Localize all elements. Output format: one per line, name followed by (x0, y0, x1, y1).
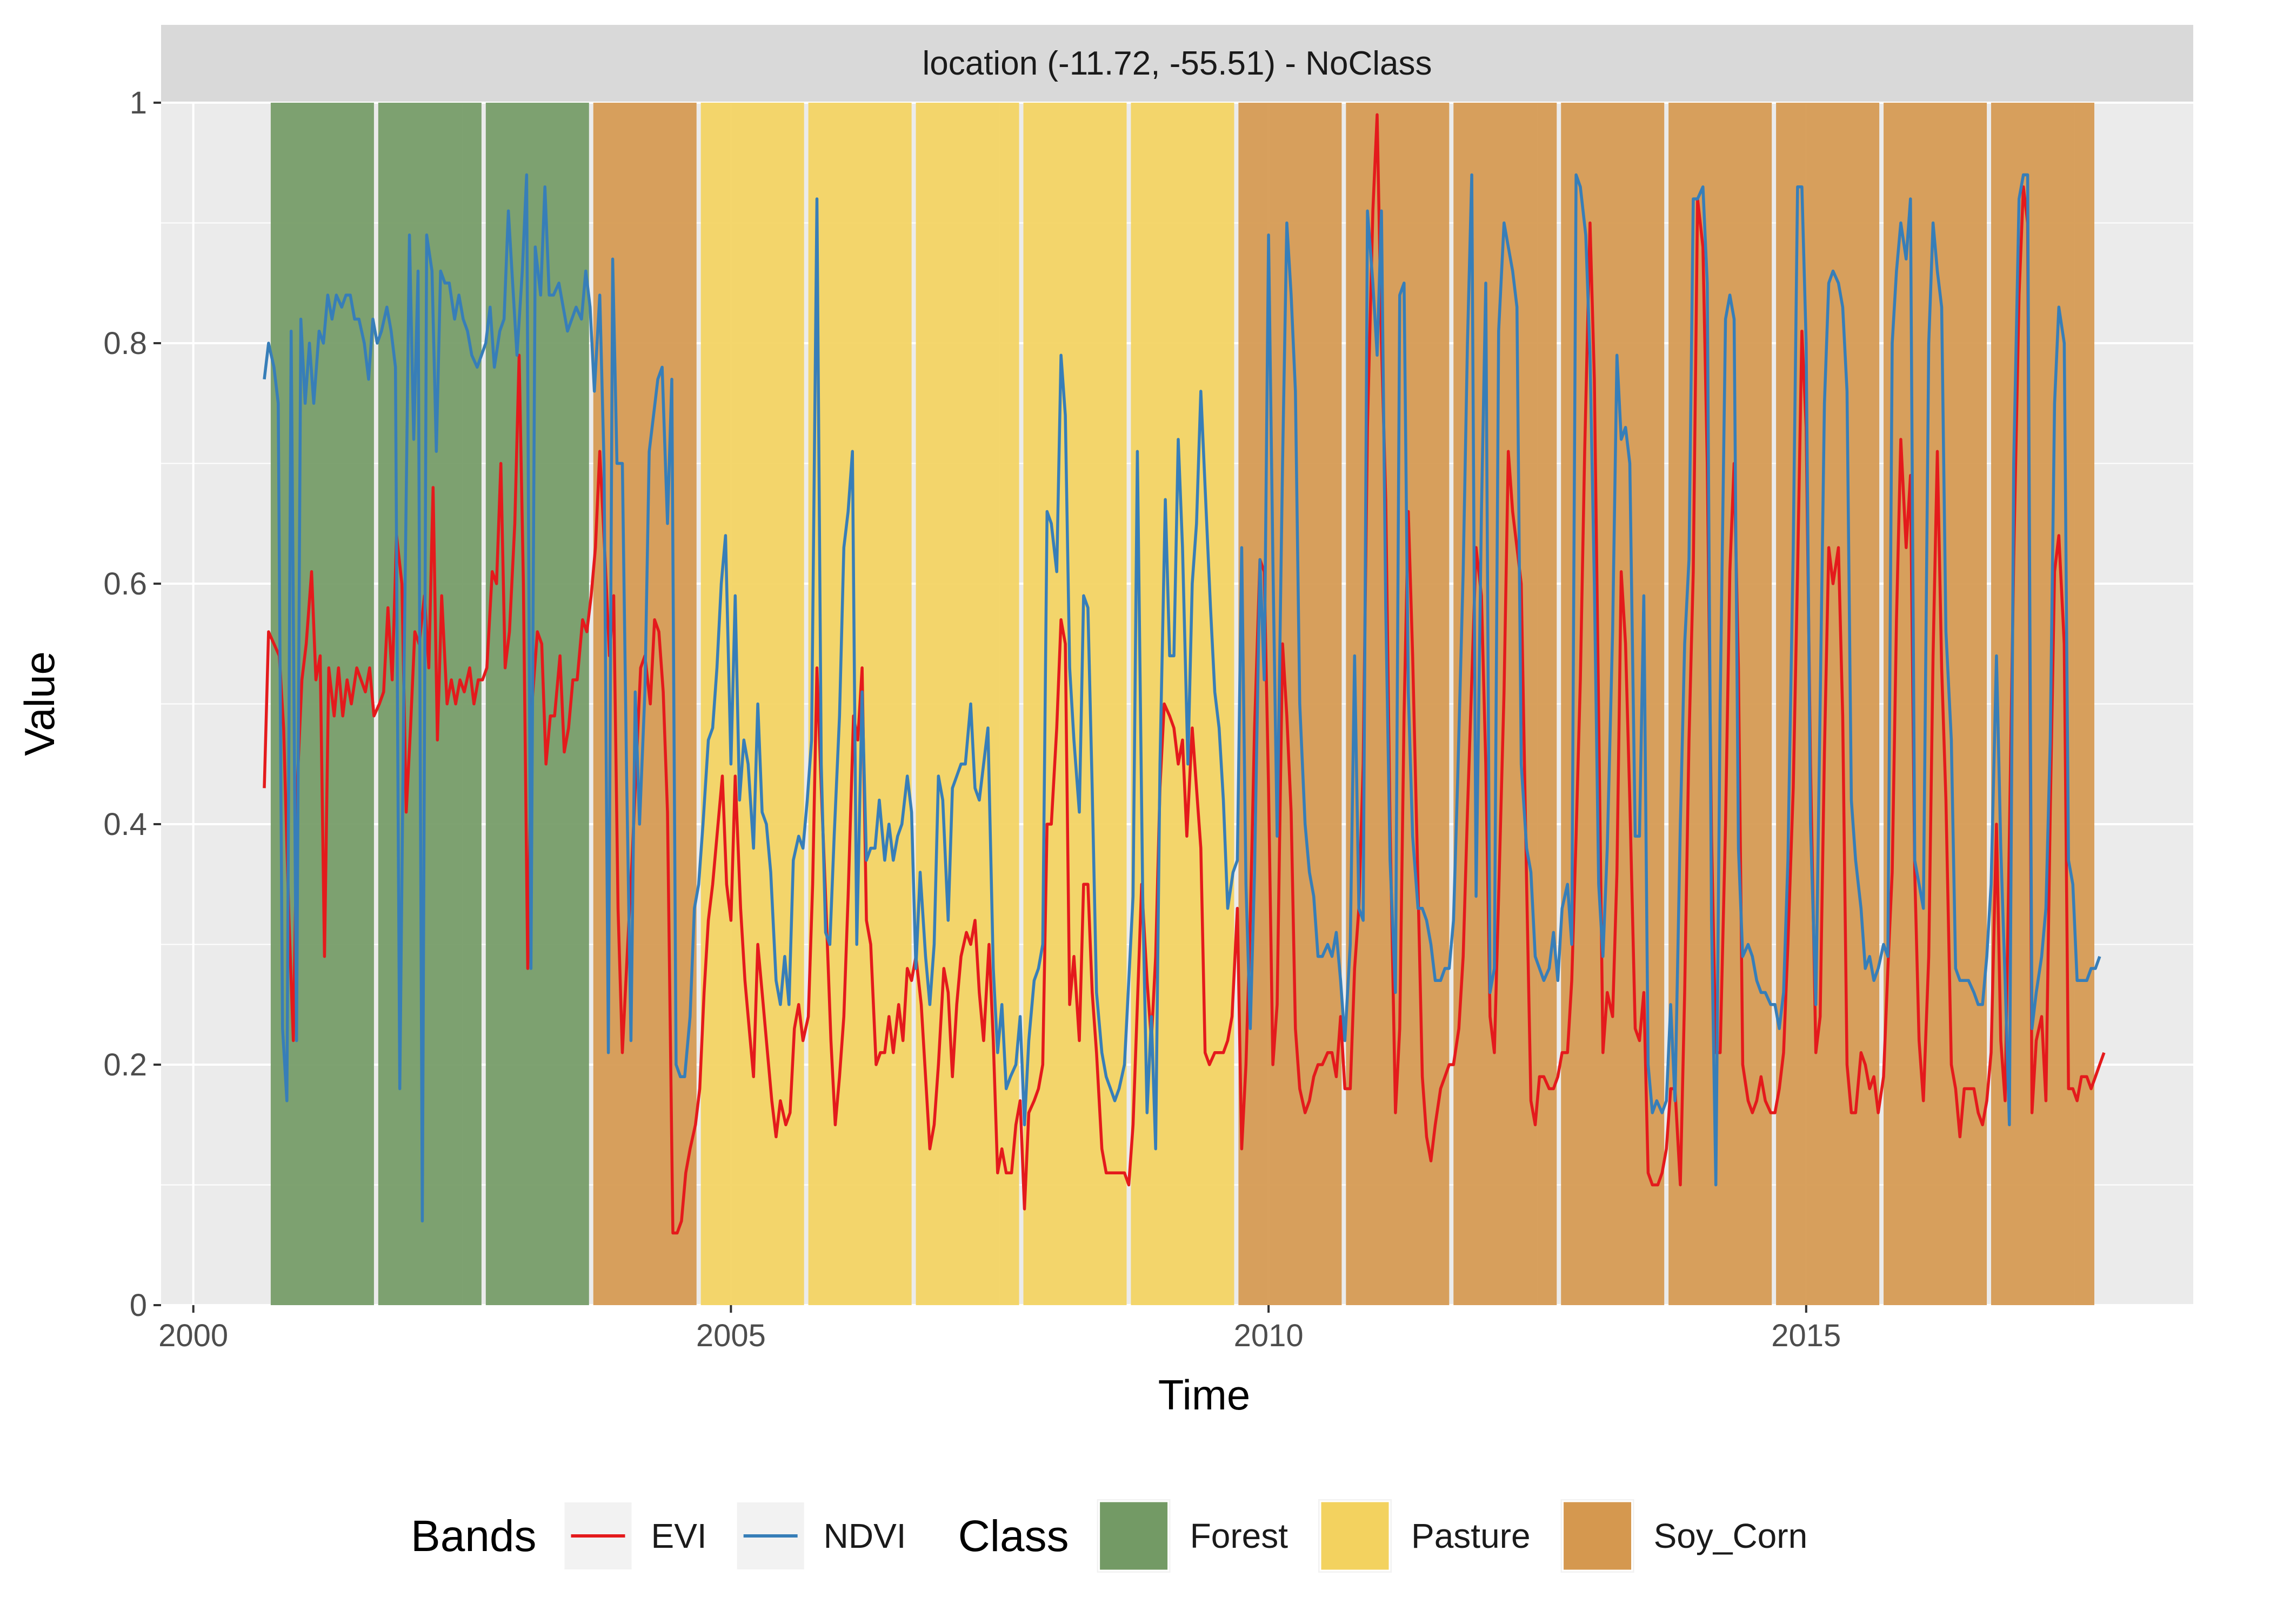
class-band-pasture (1023, 103, 1127, 1305)
series-line-layer (263, 113, 2106, 1235)
x-axis-title: Time (1158, 1371, 1250, 1419)
class-band-soy-corn (1884, 103, 1987, 1305)
legend-swatch-pasture (1319, 1500, 1391, 1572)
x-axis: 2000 2005 2010 2015 (158, 1305, 1841, 1353)
facet-strip-background (161, 25, 2193, 103)
legend-label-pasture: Pasture (1411, 1516, 1531, 1555)
x-tick-label: 2010 (1234, 1318, 1304, 1353)
series-line-ndvi (263, 173, 2101, 1223)
legend-label-evi: EVI (651, 1516, 707, 1555)
class-band-pasture (700, 103, 804, 1305)
plot-panel (161, 102, 2193, 1306)
legend-title-class: Class (958, 1512, 1069, 1561)
y-axis: 0 0.2 0.4 0.6 0.8 1 (103, 85, 161, 1323)
facet-strip: location (-11.72, -55.51) - NoClass (161, 25, 2193, 103)
y-axis-title: Value (16, 651, 63, 756)
class-band-soy-corn (1991, 103, 2094, 1305)
legend-swatch-forest (1098, 1500, 1170, 1572)
facet-title: location (-11.72, -55.51) - NoClass (922, 45, 1432, 82)
y-tick-label: 0.4 (103, 807, 147, 842)
y-tick-label: 1 (130, 85, 147, 121)
class-band-pasture (1131, 103, 1234, 1305)
legend-label-ndvi: NDVI (824, 1516, 906, 1555)
legend-label-forest: Forest (1190, 1516, 1288, 1555)
x-tick-label: 2015 (1771, 1318, 1841, 1353)
y-tick-label: 0.2 (103, 1047, 147, 1082)
legend-title-bands: Bands (411, 1512, 537, 1561)
legend: Bands EVI NDVI Class Forest Pasture Soy_Corn (411, 1499, 1807, 1573)
x-tick-label: 2000 (158, 1318, 228, 1353)
class-band-layer (270, 103, 2094, 1305)
series-line-evi (263, 113, 2106, 1235)
y-tick-label: 0.6 (103, 566, 147, 602)
x-tick-label: 2005 (696, 1318, 766, 1353)
class-band-pasture (916, 103, 1019, 1305)
class-band-forest (485, 103, 589, 1305)
y-tick-label: 0 (130, 1288, 147, 1323)
legend-label-soy-corn: Soy_Corn (1654, 1516, 1808, 1555)
class-band-forest (378, 103, 482, 1305)
y-tick-label: 0.8 (103, 326, 147, 361)
legend-swatch-soy-corn (1562, 1500, 1633, 1572)
